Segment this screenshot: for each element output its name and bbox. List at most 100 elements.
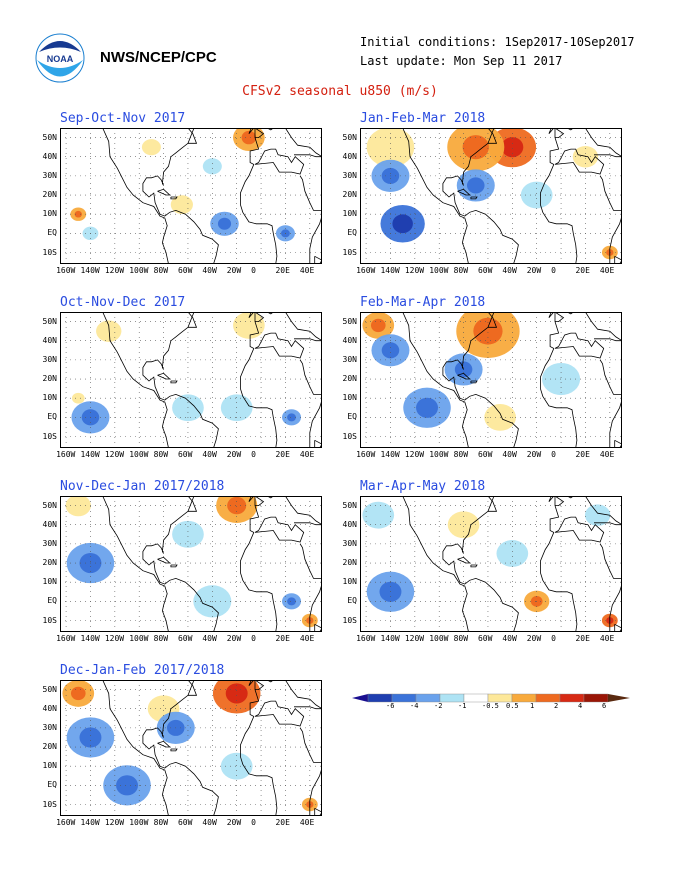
lon-tick-label: 40E [599, 266, 615, 275]
colorbar-swatch [391, 693, 417, 703]
coastline [294, 338, 322, 342]
coastline [187, 128, 198, 144]
lon-tick-label: 20E [275, 634, 290, 643]
lon-tick-label: 40E [599, 634, 615, 643]
coastline [594, 522, 622, 526]
lon-tick-label: 80W [453, 450, 469, 459]
lat-tick-label: EQ [47, 412, 57, 422]
lon-tick-label: 60W [477, 634, 493, 643]
map-svg [60, 128, 322, 264]
coastline [609, 210, 622, 264]
map-frame [60, 128, 322, 264]
lat-tick-label: 20N [342, 374, 357, 384]
coastline [60, 312, 169, 448]
coastline [360, 496, 469, 632]
lat-tick-label: 10N [342, 577, 357, 587]
colorbar-label: -4 [410, 702, 419, 710]
lon-tick-label: 20W [226, 634, 242, 643]
last-update: Last update: Mon Sep 11 2017 [360, 54, 563, 68]
coastline [299, 359, 322, 395]
lon-tick-label: 60W [477, 450, 493, 459]
coastline [254, 680, 265, 691]
lat-tick-label: 10S [42, 615, 57, 625]
coastline [294, 154, 322, 158]
anomaly-core [370, 318, 386, 333]
anomaly-region [447, 511, 480, 539]
lon-tick-label: 0 [551, 450, 556, 459]
coastline [599, 543, 622, 579]
lon-tick-label: 0 [551, 266, 556, 275]
lat-tick-label: 10N [42, 393, 57, 403]
lat-tick-label: 10S [342, 615, 357, 625]
lon-tick-label: 80W [453, 266, 469, 275]
coastline [254, 312, 265, 323]
lat-tick-label: 50N [42, 684, 57, 694]
lat-tick-label: EQ [347, 596, 357, 606]
lon-tick-label: 0 [551, 634, 556, 643]
coastline [60, 496, 169, 632]
lon-tick-label: 20E [575, 634, 590, 643]
map-frame [60, 312, 322, 448]
coastline [157, 556, 171, 564]
coastline [142, 680, 219, 816]
lon-tick-label: 140W [80, 634, 100, 643]
lat-tick-label: 10S [342, 431, 357, 441]
coastline [254, 332, 305, 359]
map-background [60, 128, 322, 264]
coastline [309, 578, 322, 632]
lon-tick-label: 40E [299, 634, 315, 643]
map-panel [60, 312, 322, 448]
coastline [239, 128, 278, 264]
lon-tick-label: 20W [226, 818, 242, 827]
lon-tick-label: 20E [275, 266, 290, 275]
colorbar-swatch [463, 693, 489, 703]
coastline [157, 372, 171, 380]
anomaly-core [501, 137, 524, 158]
coastline [470, 196, 478, 200]
lat-tick-label: 30N [42, 538, 57, 548]
colorbar-label: 0.5 [506, 702, 519, 710]
colorbar-label: -1 [458, 702, 467, 710]
coastline [470, 380, 478, 384]
lon-tick-label: 140W [80, 450, 100, 459]
coastline [299, 727, 322, 763]
lon-tick-label: 100W [429, 634, 449, 643]
coastline [442, 128, 519, 264]
colorbar-label: 4 [578, 702, 583, 710]
anomaly-core [227, 496, 247, 515]
coastline [594, 338, 622, 342]
lon-tick-label: 0 [251, 450, 256, 459]
lon-tick-label: 100W [129, 266, 149, 275]
coastline [594, 154, 622, 158]
anomaly-core [473, 317, 503, 345]
anomaly-core [74, 210, 82, 218]
coastline [487, 312, 498, 328]
lon-tick-label: 40W [202, 818, 217, 827]
lon-tick-label: 20W [226, 266, 242, 275]
coastline [285, 128, 322, 158]
anomaly-core [241, 130, 257, 145]
map-panel [60, 496, 322, 632]
lat-tick-label: 50N [342, 132, 357, 142]
anomaly-region [141, 139, 161, 156]
coastline [599, 359, 622, 395]
map-frame [360, 496, 622, 632]
coastline [60, 680, 169, 816]
anomaly-region [496, 540, 529, 567]
coastline [554, 312, 565, 323]
lat-tick-label: 20N [342, 190, 357, 200]
map-panel [360, 312, 622, 448]
anomaly-region [362, 501, 395, 529]
coastline [309, 210, 322, 264]
colorbar-label: 1 [530, 702, 535, 710]
lon-tick-label: 60W [177, 266, 193, 275]
map-svg [360, 128, 622, 264]
lat-tick-label: 40N [342, 519, 357, 529]
lat-tick-label: 40N [42, 151, 57, 161]
panel-title: Sep-Oct-Nov 2017 [60, 111, 186, 126]
panel-title: Feb-Mar-Apr 2018 [360, 295, 486, 310]
panel-title: Mar-Apr-May 2018 [360, 479, 486, 494]
map-frame [360, 312, 622, 448]
anomaly-region [220, 752, 253, 780]
map-svg [60, 680, 322, 816]
